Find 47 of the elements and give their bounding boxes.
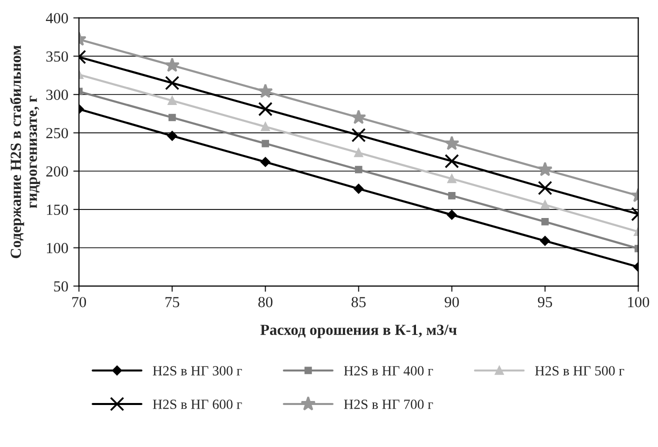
point [258, 84, 273, 98]
x-tick-label: 80 [258, 296, 272, 308]
point [262, 140, 270, 148]
legend-label: H2S в НГ 600 г [152, 400, 242, 409]
x-tick-label: 100 [628, 296, 650, 308]
legend-label: H2S в НГ 300 г [152, 366, 242, 376]
x-tick-label: 95 [538, 296, 552, 308]
legend-label: H2S в НГ 400 г [344, 366, 433, 376]
point [446, 210, 457, 220]
x-axis-title: Расход орошения в К-1, м3/ч [260, 324, 457, 338]
point [540, 236, 550, 246]
x-tick-label: 75 [166, 297, 180, 308]
y-axis-title: Содержание H2S в стабильном гидрогенизате, г [10, 46, 40, 258]
y-tick-label: 50 [54, 281, 68, 292]
point [354, 184, 364, 194]
point [541, 218, 549, 226]
y-tick-label: 350 [46, 51, 68, 62]
legend-label: H2S в НГ 500 г [535, 366, 624, 376]
x-tick-label: 85 [352, 296, 366, 308]
point [538, 162, 553, 176]
point [351, 128, 366, 142]
point [538, 180, 552, 196]
y-tick-label: 200 [46, 166, 68, 177]
point [258, 102, 273, 116]
point [447, 174, 456, 184]
point [168, 96, 177, 106]
point [448, 192, 456, 200]
point [351, 110, 366, 124]
point [540, 200, 550, 210]
y-tick-label: 150 [46, 204, 68, 215]
point [164, 58, 180, 72]
point [260, 157, 270, 167]
point [165, 76, 180, 90]
y-tick-label: 100 [46, 242, 68, 254]
point [444, 136, 460, 150]
point [261, 122, 270, 132]
x-tick-label: 70 [72, 296, 86, 308]
x-tick-label: 90 [444, 296, 459, 308]
y-tick-label: 400 [46, 13, 68, 24]
point [354, 166, 362, 174]
y-tick-label: 250 [46, 128, 68, 138]
legend-label: H2S в НГ 700 г [344, 400, 433, 409]
point [167, 131, 178, 141]
point [354, 148, 363, 158]
point [444, 154, 459, 168]
y-tick-label: 300 [46, 90, 68, 100]
point [168, 114, 176, 122]
